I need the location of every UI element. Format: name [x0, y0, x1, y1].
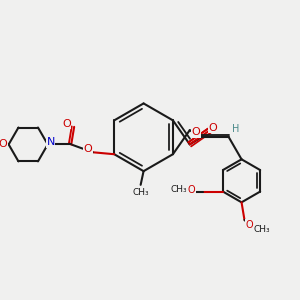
- Text: N: N: [46, 137, 55, 148]
- Text: O: O: [191, 127, 200, 137]
- Text: O: O: [62, 119, 71, 129]
- Text: O: O: [246, 220, 253, 230]
- Text: CH₃: CH₃: [132, 188, 149, 197]
- Text: O: O: [83, 144, 92, 154]
- Text: O: O: [209, 123, 218, 133]
- Text: CH₃: CH₃: [254, 225, 270, 234]
- Text: CH₃: CH₃: [171, 185, 187, 194]
- Text: O: O: [0, 140, 7, 149]
- Text: O: O: [188, 184, 195, 195]
- Text: H: H: [232, 124, 239, 134]
